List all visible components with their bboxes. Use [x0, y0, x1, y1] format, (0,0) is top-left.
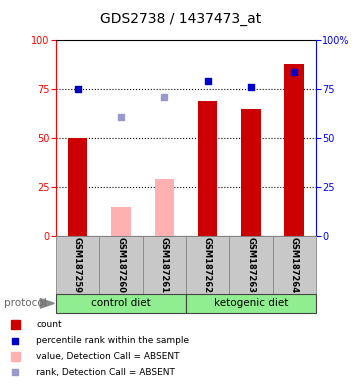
Bar: [111, 207, 131, 236]
Text: GSM187264: GSM187264: [290, 237, 299, 293]
Bar: [56, 236, 99, 294]
Bar: [284, 64, 304, 236]
Text: GSM187263: GSM187263: [247, 237, 255, 293]
Point: [161, 94, 167, 100]
Bar: [68, 138, 87, 236]
Point: [12, 338, 18, 344]
Text: control diet: control diet: [91, 298, 151, 308]
Point: [118, 114, 124, 120]
Text: GSM187260: GSM187260: [117, 237, 125, 293]
Bar: [11, 352, 20, 361]
Text: percentile rank within the sample: percentile rank within the sample: [36, 336, 189, 345]
Point: [205, 78, 210, 84]
Text: protocol: protocol: [4, 298, 46, 308]
Point: [248, 84, 254, 90]
Bar: [241, 109, 261, 236]
Bar: [229, 236, 273, 294]
Text: value, Detection Call = ABSENT: value, Detection Call = ABSENT: [36, 352, 180, 361]
Text: count: count: [36, 320, 62, 329]
Point: [75, 86, 81, 92]
Bar: [273, 236, 316, 294]
Bar: [99, 236, 143, 294]
Text: GSM187259: GSM187259: [73, 237, 82, 293]
Bar: [186, 294, 316, 313]
Polygon shape: [40, 299, 54, 308]
Bar: [198, 101, 217, 236]
Bar: [143, 236, 186, 294]
Text: GDS2738 / 1437473_at: GDS2738 / 1437473_at: [100, 12, 261, 25]
Bar: [186, 236, 229, 294]
Text: GSM187262: GSM187262: [203, 237, 212, 293]
Text: rank, Detection Call = ABSENT: rank, Detection Call = ABSENT: [36, 368, 175, 377]
Text: ketogenic diet: ketogenic diet: [214, 298, 288, 308]
Point: [12, 369, 18, 375]
Bar: [56, 294, 186, 313]
Point: [291, 69, 297, 75]
Bar: [11, 320, 20, 329]
Text: GSM187261: GSM187261: [160, 237, 169, 293]
Bar: [155, 179, 174, 236]
